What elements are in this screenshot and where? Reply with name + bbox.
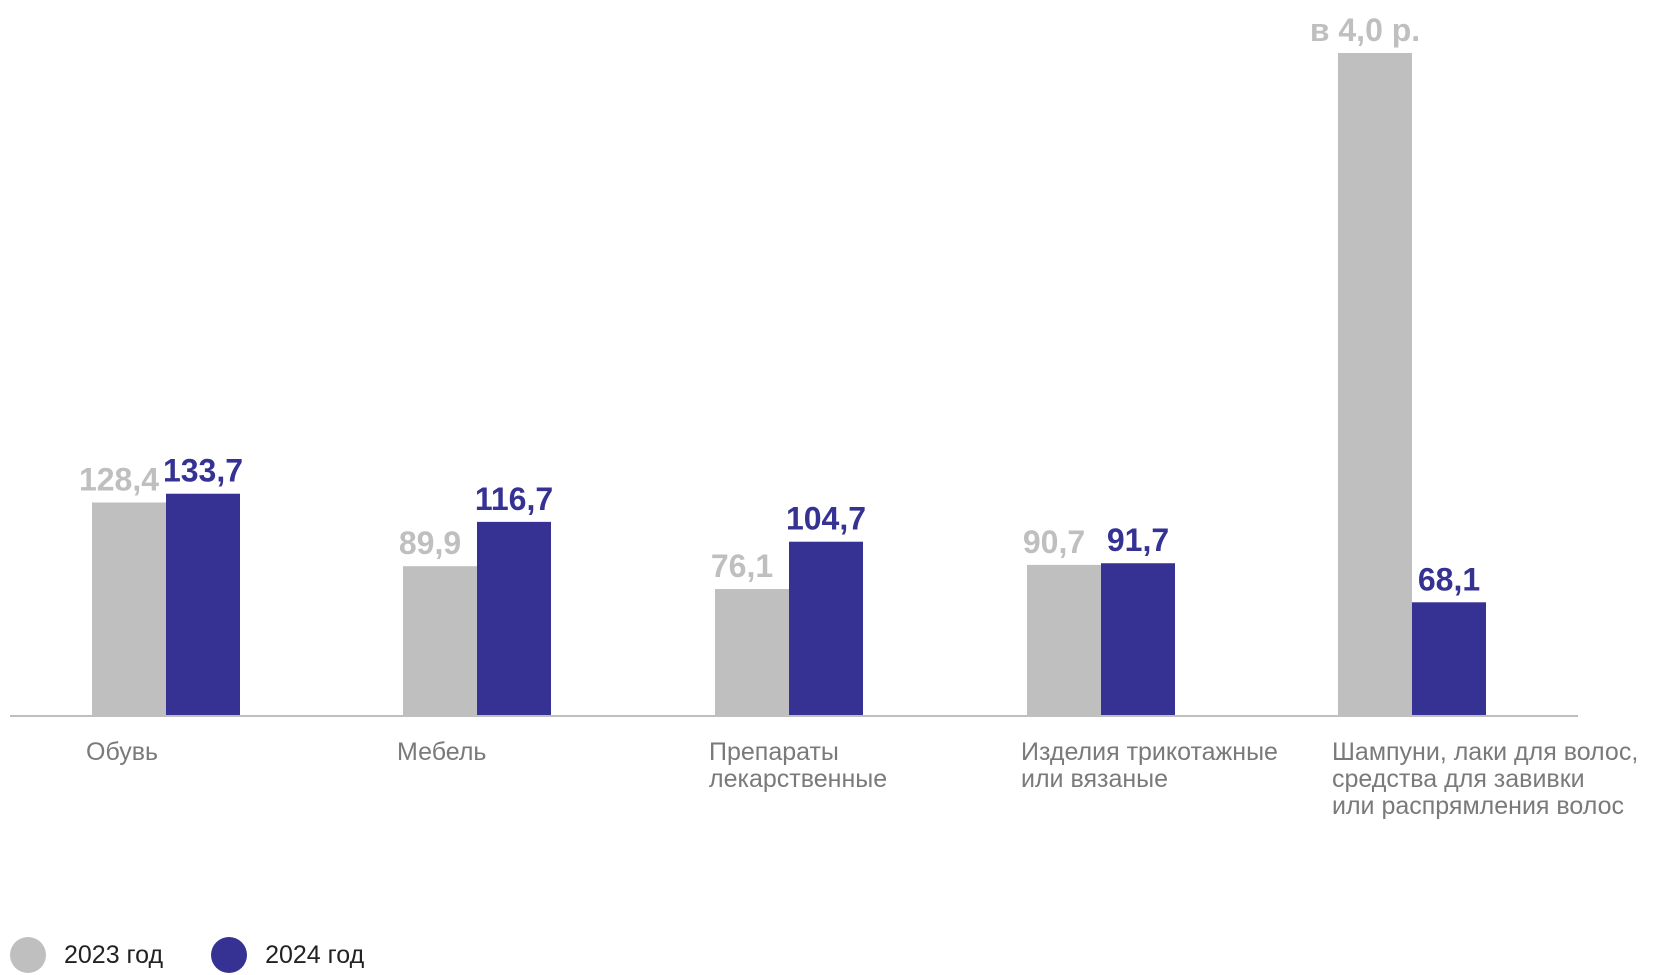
data-label-2023-0: 128,4 <box>79 461 159 497</box>
category-label-1: Мебель <box>397 738 486 766</box>
category-label-2: Препараты лекарственные <box>709 738 887 793</box>
category-label-4: Шампуни, лаки для волос, средства для зав… <box>1332 738 1638 820</box>
data-label-2023-4: в 4,0 р. <box>1310 12 1420 48</box>
bar-2023-0 <box>92 502 166 715</box>
bar-2023-2 <box>715 589 789 715</box>
data-label-2024-4: 68,1 <box>1418 561 1480 597</box>
category-label-3: Изделия трикотажные или вязаные <box>1021 738 1278 793</box>
legend-item-2023: 2023 год <box>10 937 163 973</box>
bar-2024-3 <box>1101 563 1175 715</box>
data-label-2023-1: 89,9 <box>399 525 461 561</box>
data-label-2024-0: 133,7 <box>163 453 243 489</box>
bar-2024-4 <box>1412 602 1486 715</box>
legend-swatch-2023 <box>10 937 46 973</box>
data-label-2024-3: 91,7 <box>1107 522 1169 558</box>
category-label-0: Обувь <box>86 738 158 766</box>
bar-2024-1 <box>477 521 551 715</box>
legend-item-2024: 2024 год <box>211 937 364 973</box>
legend: 2023 год 2024 год <box>10 935 412 975</box>
bar-2023-4 <box>1338 53 1412 715</box>
bar-2024-2 <box>789 541 863 715</box>
data-label-2024-2: 104,7 <box>786 501 866 537</box>
legend-label-2024: 2024 год <box>265 940 365 969</box>
data-label-2024-1: 116,7 <box>475 481 553 517</box>
legend-swatch-2024 <box>211 937 248 973</box>
legend-label-2023: 2023 год <box>64 940 164 969</box>
data-label-2023-3: 90,7 <box>1023 524 1085 560</box>
bar-2023-1 <box>403 566 477 715</box>
data-label-2023-2: 76,1 <box>711 548 773 584</box>
bar-2024-0 <box>166 493 240 715</box>
bar-2023-3 <box>1027 564 1101 715</box>
